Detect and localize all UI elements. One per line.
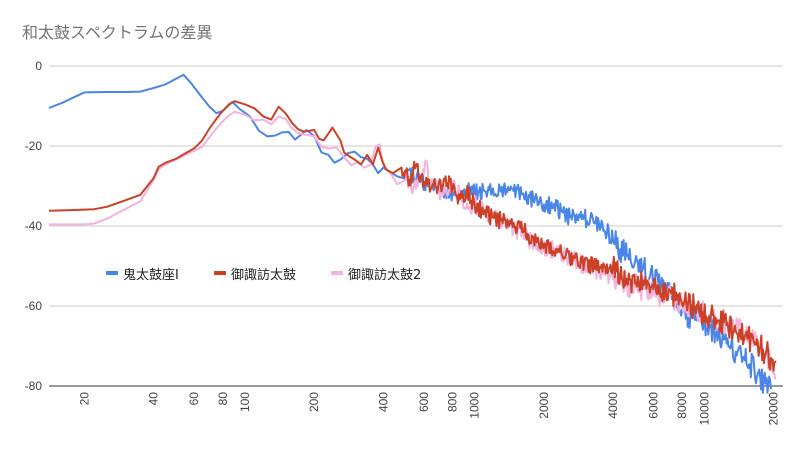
x-tick-label: 10000	[697, 392, 711, 426]
x-tick-label: 6000	[646, 392, 660, 419]
series-line-1	[48, 100, 777, 372]
legend-label: 鬼太鼓座I	[123, 267, 179, 283]
x-tick-label: 100	[238, 392, 252, 412]
legend-label: 御諏訪太鼓	[231, 267, 296, 283]
y-axis-ticks: 0 -20 -40 -60 -80	[25, 59, 43, 393]
x-tick-label: 1000	[468, 392, 482, 419]
x-tick-label: 80	[216, 392, 230, 406]
legend-label: 御諏訪太鼓2	[348, 267, 421, 283]
x-tick-label: 4000	[606, 392, 620, 419]
legend-swatch	[106, 271, 118, 275]
y-tick-label: -20	[25, 139, 43, 153]
series-lines	[48, 73, 777, 394]
x-tick-label: 400	[376, 392, 390, 412]
y-tick-label: -60	[25, 299, 43, 313]
legend: 鬼太鼓座I 御諏訪太鼓 御諏訪太鼓2	[106, 267, 421, 283]
x-tick-label: 2000	[537, 392, 551, 419]
x-tick-label: 20000	[766, 392, 780, 426]
x-tick-label: 8000	[675, 392, 689, 419]
series-line-2	[49, 110, 777, 380]
legend-swatch	[214, 271, 226, 275]
x-tick-label: 20	[78, 392, 92, 406]
chart-title: 和太鼓スペクトラムの差異	[22, 23, 212, 42]
x-tick-label: 40	[147, 392, 161, 406]
y-tick-label: -40	[25, 219, 43, 233]
y-tick-label: -80	[25, 379, 43, 393]
legend-swatch	[331, 271, 343, 275]
x-tick-label: 600	[417, 392, 431, 412]
gridlines	[49, 65, 783, 387]
series-line-0	[48, 73, 772, 394]
y-tick-label: 0	[35, 59, 42, 73]
x-axis-ticks: 20 40 60 80 100 200 400 600 800 1000 2000 4000 6000 8…	[78, 392, 781, 426]
x-tick-label: 200	[307, 392, 321, 412]
x-tick-label: 60	[187, 392, 201, 406]
x-tick-label: 800	[445, 392, 459, 412]
